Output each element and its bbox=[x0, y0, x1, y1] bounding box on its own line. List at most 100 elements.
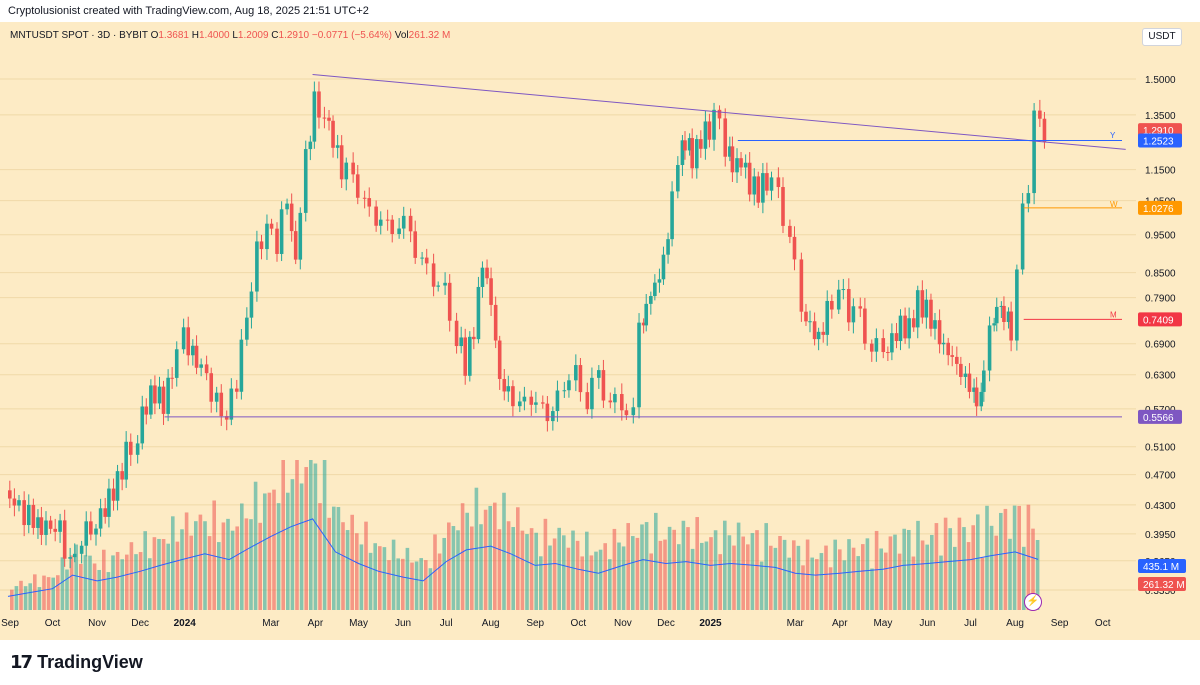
candle-body bbox=[924, 299, 929, 318]
candle-body bbox=[298, 212, 303, 260]
candle-body bbox=[285, 203, 289, 210]
volume-bar bbox=[493, 502, 497, 610]
lightning-icon[interactable]: ⚡ bbox=[1024, 593, 1042, 611]
volume-bar bbox=[497, 529, 502, 610]
currency-button[interactable]: USDT bbox=[1142, 28, 1182, 46]
volume-bar bbox=[824, 545, 828, 610]
candle-body bbox=[191, 345, 195, 356]
tradingview-wordmark: TradingView bbox=[37, 652, 143, 672]
candle-body bbox=[144, 406, 149, 415]
candle-body bbox=[367, 198, 372, 207]
price-chart[interactable]: 1.50001.35001.15001.05000.95000.85000.79… bbox=[0, 22, 1200, 640]
symbol-label: MNTUSDT SPOT · 3D · BYBIT bbox=[10, 30, 148, 41]
candle-body bbox=[408, 215, 413, 232]
candle-body bbox=[26, 504, 31, 526]
price-tick-label: 0.3350 bbox=[1145, 586, 1176, 597]
time-tick-label: Jun bbox=[919, 618, 935, 629]
volume-bar bbox=[350, 514, 354, 610]
candle-body bbox=[649, 296, 653, 304]
level-tag-y: Y bbox=[1110, 131, 1116, 140]
candle-body bbox=[851, 306, 856, 323]
volume-bar bbox=[341, 522, 345, 610]
candle-body bbox=[489, 278, 493, 305]
candle-body bbox=[149, 385, 153, 415]
volume-bar bbox=[428, 568, 433, 610]
candle-body bbox=[728, 146, 732, 157]
volume-bar bbox=[410, 562, 414, 610]
candle-body bbox=[174, 349, 179, 378]
candle-body bbox=[48, 520, 53, 529]
chart-area[interactable]: 1.50001.35001.15001.05000.95000.85000.79… bbox=[0, 22, 1200, 640]
volume-bar bbox=[355, 533, 359, 610]
candle-body bbox=[792, 236, 797, 260]
volume-bar bbox=[534, 532, 538, 610]
volume-bar bbox=[980, 557, 985, 610]
volume-bar bbox=[879, 548, 883, 610]
volume-bar bbox=[1003, 508, 1008, 610]
volume-bar bbox=[562, 535, 566, 610]
volume-bar bbox=[28, 583, 32, 610]
volume-bar bbox=[1008, 538, 1012, 610]
price-label: 0.5566 bbox=[1143, 413, 1174, 424]
candle-body bbox=[747, 162, 752, 195]
candle-body bbox=[756, 176, 761, 203]
candle-body bbox=[68, 557, 72, 559]
candle-body bbox=[858, 306, 863, 309]
volume-bar bbox=[976, 514, 980, 610]
time-tick-label: Dec bbox=[131, 618, 149, 629]
volume-bar bbox=[286, 492, 290, 610]
time-tick-label: Jul bbox=[440, 618, 453, 629]
volume-bar bbox=[235, 526, 239, 610]
candle-body bbox=[707, 121, 712, 140]
candle-body bbox=[431, 263, 436, 287]
volume-bar bbox=[111, 555, 115, 610]
candle-body bbox=[397, 228, 401, 235]
volume-bar bbox=[787, 557, 791, 610]
candle-body bbox=[224, 416, 229, 420]
price-tick-label: 0.6900 bbox=[1145, 340, 1176, 351]
candle-body bbox=[94, 528, 98, 535]
candle-body bbox=[502, 378, 507, 392]
candle-body bbox=[36, 517, 40, 528]
volume-bar bbox=[198, 514, 203, 610]
time-tick-label: Dec bbox=[657, 618, 675, 629]
candle-body bbox=[209, 373, 214, 402]
candle-body bbox=[937, 320, 942, 345]
volume-bar bbox=[1017, 505, 1021, 610]
candle-body bbox=[637, 322, 641, 408]
price-label: 1.2523 bbox=[1143, 137, 1174, 148]
candle-body bbox=[308, 141, 313, 150]
volume-bar bbox=[911, 556, 916, 610]
time-tick-label: Aug bbox=[1006, 618, 1024, 629]
candle-body bbox=[331, 120, 335, 148]
candle-body bbox=[915, 290, 920, 328]
candle-body bbox=[963, 373, 968, 377]
price-label: 1.2910 bbox=[1143, 126, 1174, 137]
volume-bar bbox=[759, 561, 764, 610]
volume-bar bbox=[709, 537, 713, 610]
volume-bar bbox=[244, 518, 249, 610]
candle-body bbox=[289, 203, 294, 232]
volume-bar bbox=[359, 544, 364, 610]
volume-bar bbox=[635, 537, 640, 610]
candle-body bbox=[111, 488, 116, 501]
tradingview-mark-icon: 17 bbox=[10, 652, 33, 673]
volume-bar bbox=[608, 559, 612, 610]
candle-body bbox=[8, 490, 12, 499]
tradingview-logo[interactable]: 17 TradingView bbox=[10, 652, 143, 673]
volume-bar bbox=[792, 540, 796, 610]
price-label-box bbox=[1138, 200, 1182, 215]
volume-label-box bbox=[1138, 559, 1186, 573]
close-value: 1.2910 bbox=[278, 30, 310, 41]
volume-bar bbox=[833, 539, 837, 610]
candle-body bbox=[293, 231, 298, 260]
volume-bar bbox=[318, 503, 322, 610]
volume-bar bbox=[125, 554, 129, 610]
candle-body bbox=[979, 391, 984, 407]
volume-bar bbox=[847, 539, 851, 610]
high-value: 1.4000 bbox=[198, 30, 230, 41]
candle-body bbox=[585, 392, 590, 410]
candle-body bbox=[613, 394, 617, 403]
candle-body bbox=[959, 363, 963, 377]
volume-bar bbox=[589, 555, 594, 610]
